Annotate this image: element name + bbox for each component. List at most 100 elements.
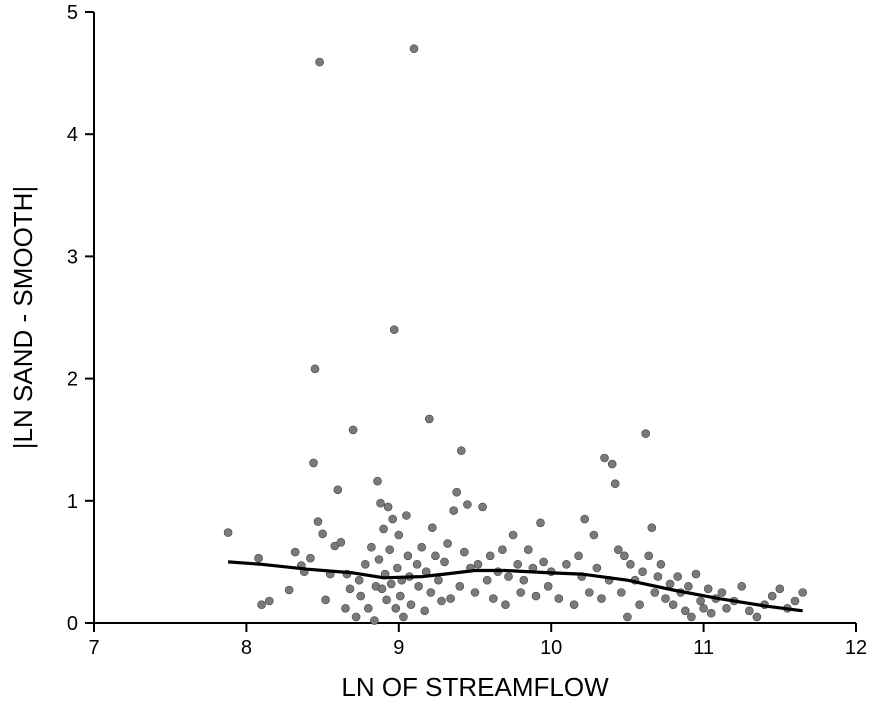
data-point bbox=[264, 596, 274, 606]
data-point bbox=[383, 502, 393, 512]
data-point bbox=[638, 567, 647, 577]
data-point bbox=[722, 603, 731, 613]
y-axis-title: |LN SAND - SMOOTH| bbox=[8, 186, 38, 449]
data-point bbox=[437, 596, 446, 606]
data-point bbox=[399, 612, 408, 622]
data-point bbox=[508, 530, 518, 540]
data-point bbox=[377, 584, 387, 594]
y-tick-label: 1 bbox=[67, 491, 78, 513]
data-point bbox=[385, 545, 395, 555]
data-point bbox=[374, 555, 384, 564]
data-point bbox=[647, 523, 657, 533]
data-point bbox=[345, 584, 355, 594]
data-point bbox=[504, 572, 513, 581]
data-point bbox=[403, 551, 413, 561]
data-point bbox=[569, 600, 579, 610]
data-point bbox=[406, 600, 416, 610]
data-point bbox=[661, 594, 670, 603]
data-point bbox=[626, 559, 635, 569]
data-point bbox=[744, 606, 754, 616]
data-point bbox=[459, 547, 469, 557]
data-point bbox=[456, 446, 466, 456]
smooth-curve bbox=[227, 560, 803, 613]
data-point bbox=[223, 528, 233, 537]
data-point bbox=[616, 588, 626, 597]
data-point bbox=[703, 584, 713, 594]
data-point bbox=[752, 612, 762, 622]
data-point bbox=[254, 553, 263, 563]
data-point bbox=[592, 563, 602, 573]
data-point bbox=[691, 569, 701, 579]
data-point bbox=[696, 596, 705, 606]
x-tick-label: 7 bbox=[88, 637, 99, 659]
y-tick-label: 2 bbox=[67, 369, 78, 391]
data-point bbox=[610, 479, 620, 489]
x-tick-label: 12 bbox=[845, 637, 867, 659]
data-point bbox=[687, 612, 696, 622]
data-points bbox=[223, 44, 808, 625]
data-point bbox=[360, 559, 370, 569]
data-point bbox=[306, 553, 315, 563]
y-tick-label: 0 bbox=[67, 613, 78, 635]
data-point bbox=[623, 612, 632, 622]
data-point bbox=[414, 581, 423, 591]
y-tick-label: 3 bbox=[67, 246, 78, 268]
data-point bbox=[367, 542, 376, 552]
data-point bbox=[519, 575, 529, 585]
data-point bbox=[412, 559, 422, 569]
data-point bbox=[420, 606, 430, 616]
data-point bbox=[382, 595, 391, 605]
data-point bbox=[589, 530, 599, 540]
data-point bbox=[313, 517, 323, 526]
data-point bbox=[501, 600, 510, 610]
data-point bbox=[434, 575, 443, 585]
data-point bbox=[767, 591, 777, 601]
data-point bbox=[635, 600, 644, 610]
data-point bbox=[427, 523, 437, 533]
data-point bbox=[402, 511, 411, 520]
data-point bbox=[470, 588, 480, 597]
data-point bbox=[348, 425, 358, 435]
data-point bbox=[389, 325, 399, 335]
data-point bbox=[309, 458, 318, 468]
data-point bbox=[482, 575, 492, 585]
data-point bbox=[386, 579, 396, 589]
data-point bbox=[392, 563, 402, 573]
data-point bbox=[431, 551, 440, 561]
x-tick-label: 11 bbox=[693, 637, 714, 659]
data-point bbox=[620, 551, 629, 561]
data-point bbox=[455, 581, 465, 591]
data-point bbox=[656, 559, 666, 569]
x-tick-label: 10 bbox=[540, 637, 562, 659]
y-tick-label: 4 bbox=[67, 124, 78, 146]
data-point bbox=[473, 559, 483, 569]
data-point bbox=[523, 545, 533, 555]
data-point bbox=[737, 581, 747, 591]
data-point bbox=[790, 596, 800, 606]
y-tick-label: 5 bbox=[67, 2, 78, 24]
data-point bbox=[388, 514, 398, 524]
data-point bbox=[310, 364, 320, 374]
data-point bbox=[539, 557, 548, 567]
data-point bbox=[673, 572, 683, 581]
x-axis-title: LN OF STREAMFLOW bbox=[341, 672, 609, 701]
data-point bbox=[498, 545, 507, 555]
data-point bbox=[452, 487, 462, 497]
data-point bbox=[449, 506, 459, 515]
data-point bbox=[370, 616, 379, 625]
data-point bbox=[395, 591, 405, 601]
data-point bbox=[653, 572, 663, 581]
data-point bbox=[363, 603, 373, 613]
data-point bbox=[536, 518, 545, 528]
data-point bbox=[641, 429, 651, 438]
data-point bbox=[409, 44, 419, 54]
data-point bbox=[513, 559, 523, 569]
x-axis-ticks: 7 8 9 10 11 12 bbox=[88, 623, 867, 659]
data-point bbox=[424, 414, 434, 424]
data-point bbox=[488, 594, 498, 603]
data-point bbox=[354, 575, 364, 585]
data-point bbox=[597, 594, 606, 603]
data-point bbox=[376, 498, 385, 508]
data-point bbox=[341, 603, 350, 613]
